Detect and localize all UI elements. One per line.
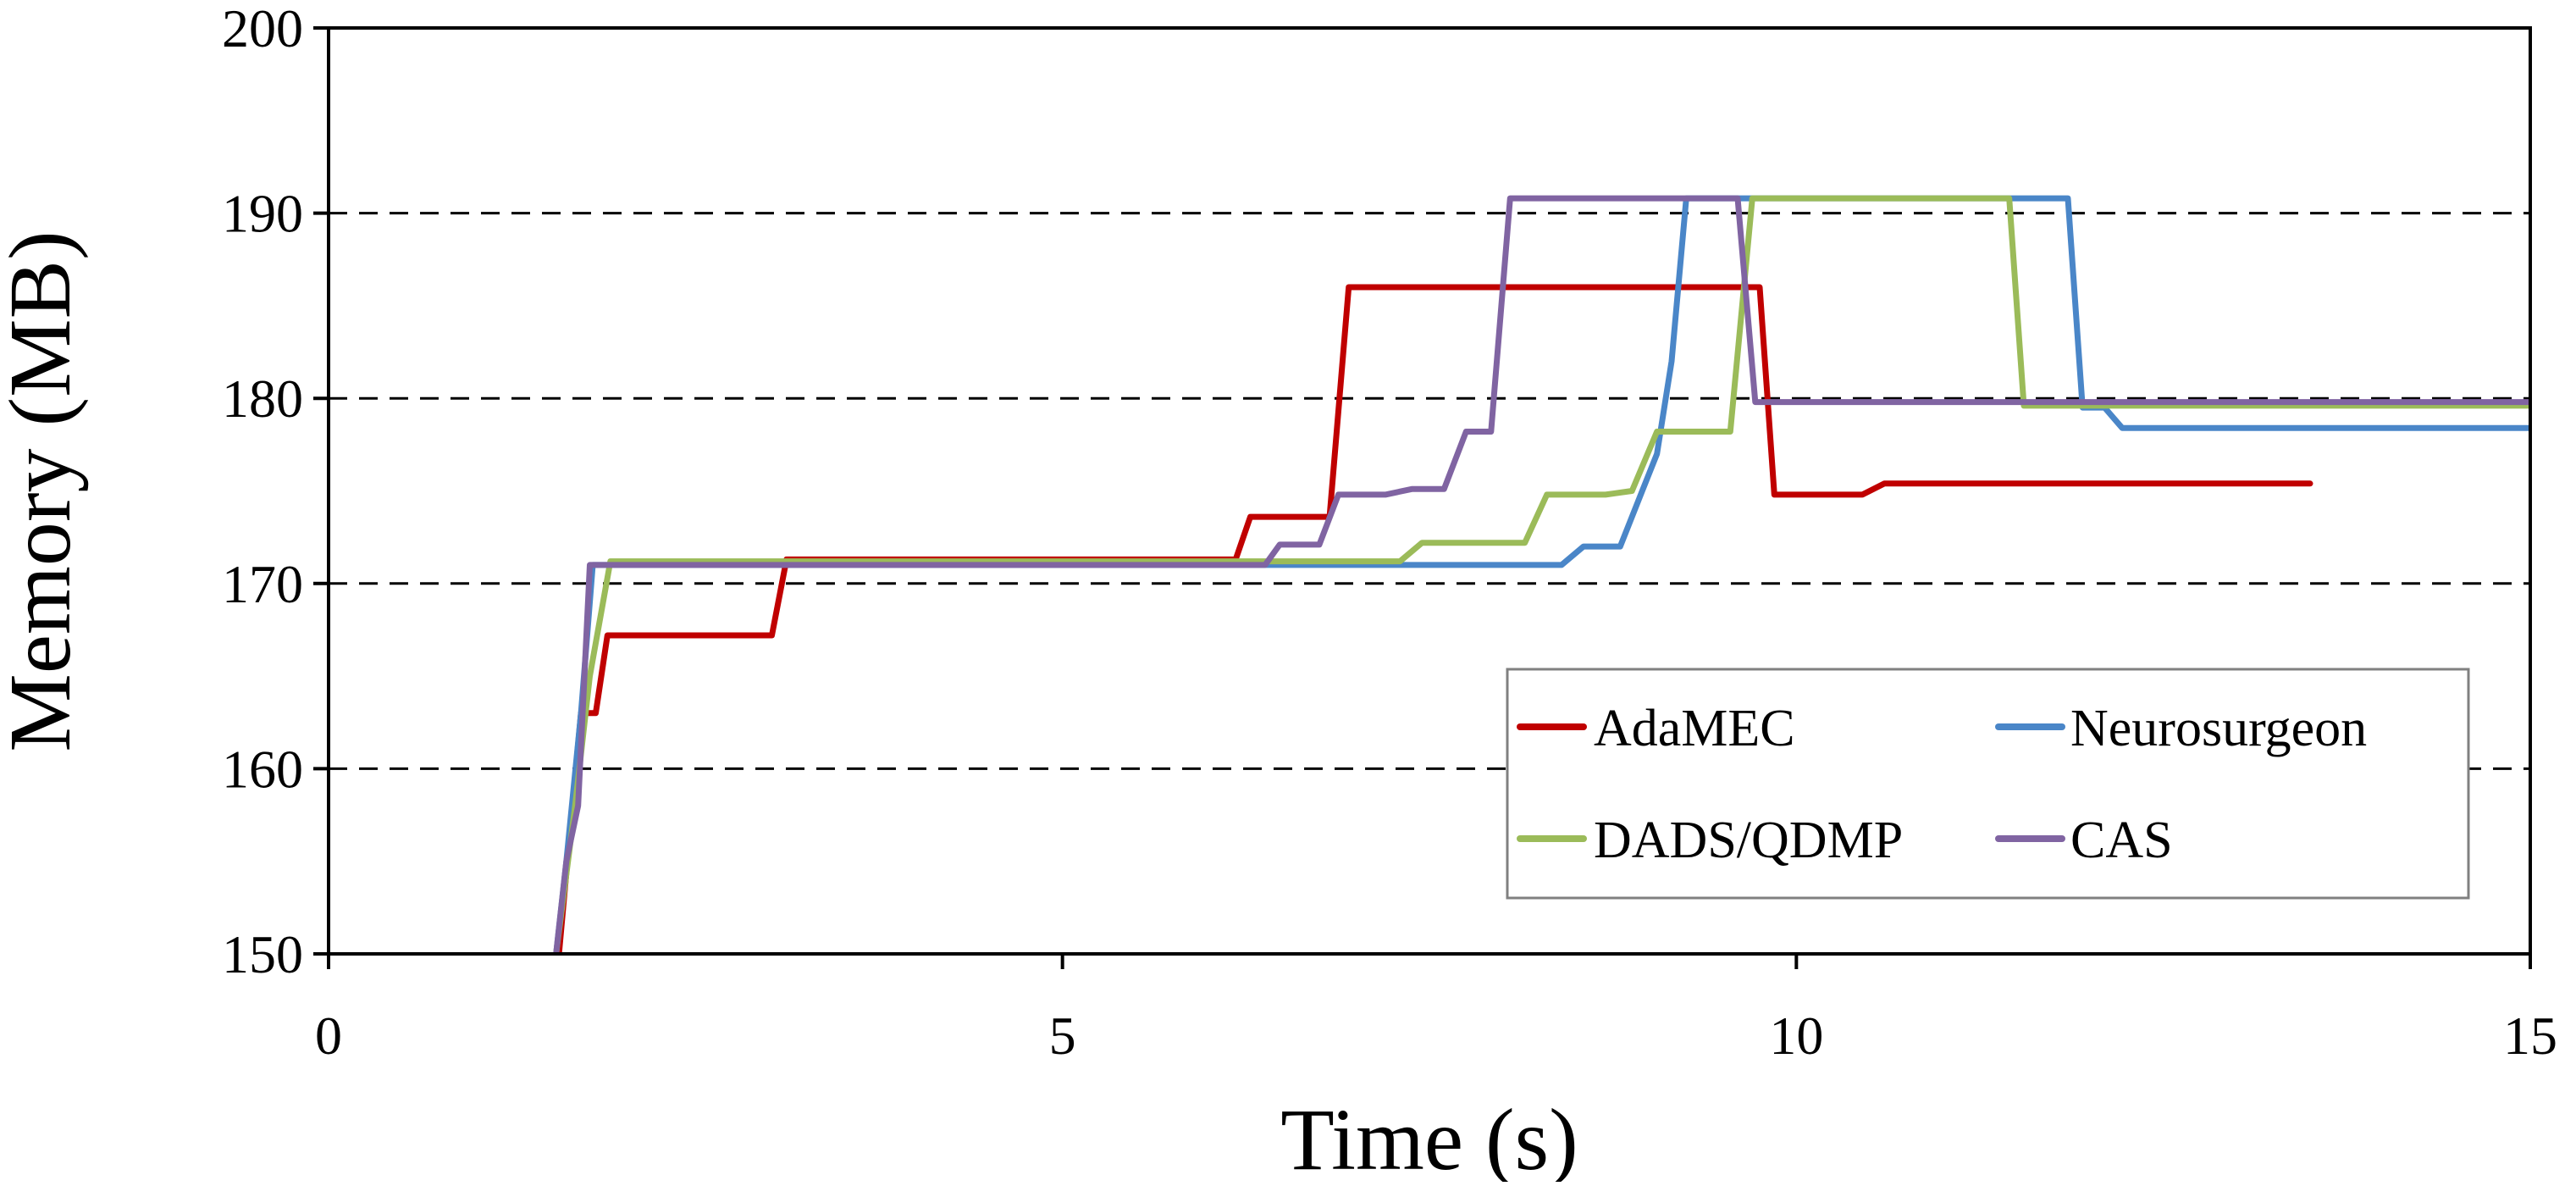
y-tick-label-200: 200 <box>222 0 303 58</box>
x-tick-label-10: 10 <box>1769 1006 1823 1066</box>
series-line-dads-qdmp <box>553 195 2530 954</box>
series-line-cas <box>553 195 2530 954</box>
legend-label-neurosurgeon: Neurosurgeon <box>2070 700 2367 757</box>
y-tick-label-190: 190 <box>222 184 303 244</box>
legend-label-cas: CAS <box>2070 812 2173 869</box>
x-axis-title: Time (s) <box>1280 1091 1578 1182</box>
y-tick-label-180: 180 <box>222 369 303 429</box>
legend: AdaMEC Neurosurgeon DADS/QDMP CAS <box>1506 668 2470 900</box>
x-tick-label-0: 0 <box>315 1006 342 1066</box>
series-lines <box>553 195 2530 954</box>
legend-frame <box>1506 668 2470 900</box>
legend-label-dads-qdmp: DADS/QDMP <box>1594 812 1903 869</box>
x-tick-label-5: 5 <box>1049 1006 1076 1066</box>
y-axis-title: Memory (MB) <box>0 230 89 751</box>
axis-ticks: 150 160 170 180 190 200 0 5 10 15 <box>222 0 2557 1066</box>
y-tick-label-150: 150 <box>222 924 303 984</box>
y-tick-label-170: 170 <box>222 554 303 614</box>
y-tick-label-160: 160 <box>222 739 303 799</box>
x-tick-label-15: 15 <box>2503 1006 2557 1066</box>
plot-area-frame <box>327 26 2532 956</box>
legend-label-adamec: AdaMEC <box>1594 700 1795 757</box>
